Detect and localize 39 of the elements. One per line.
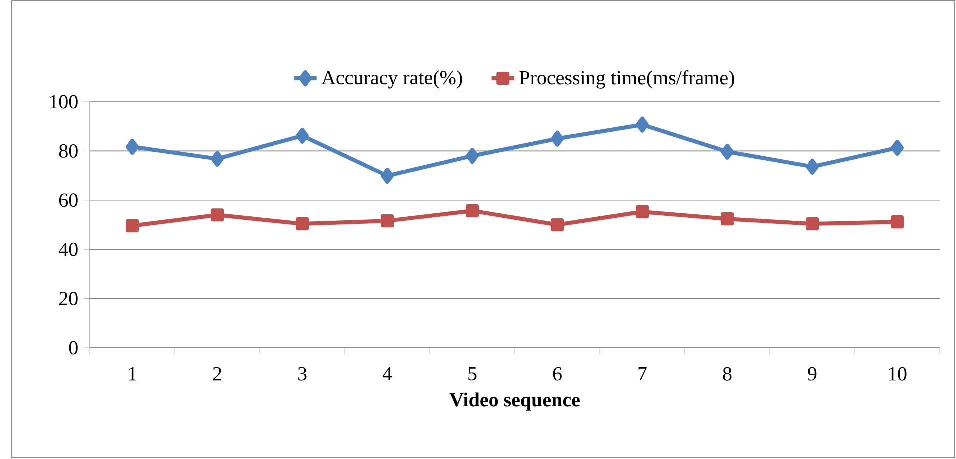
point [126, 219, 140, 233]
point [806, 158, 819, 175]
point [466, 148, 479, 164]
legend-label: Accuracy rate(%) [322, 70, 462, 89]
point [211, 151, 224, 168]
x-tick-label: 6 [553, 367, 562, 381]
point [636, 116, 650, 133]
point [890, 216, 904, 229]
legend-label: Processing time(ms/frame) [520, 70, 734, 89]
point [380, 214, 394, 228]
point [126, 139, 140, 156]
x-tick-label: 5 [468, 367, 477, 381]
y-tick-label: 40 [59, 242, 78, 256]
x-tick-label: 8 [723, 367, 732, 381]
point [466, 204, 480, 218]
x-tick-label: 2 [213, 367, 222, 381]
y-tick-label: 0 [69, 341, 78, 355]
y-tick-label: 20 [60, 292, 78, 306]
point [891, 140, 904, 156]
point [210, 208, 224, 222]
x-tick-label: 4 [382, 367, 392, 381]
y-tick-label: 80 [59, 144, 78, 158]
x-tick-label: 9 [808, 367, 817, 381]
point [296, 128, 310, 144]
point [721, 144, 734, 160]
point [636, 205, 650, 218]
point [381, 168, 394, 184]
x-tick-label: 10 [889, 367, 907, 381]
point [550, 218, 564, 232]
point [806, 217, 820, 231]
x-tick-label: 3 [298, 367, 307, 381]
point [296, 217, 310, 231]
x-tick-label: 7 [638, 367, 647, 380]
point [720, 212, 734, 226]
y-tick-label: 100 [50, 95, 78, 109]
y-tick-label: 60 [59, 194, 78, 208]
x-axis-title: Video sequence [450, 392, 580, 411]
point [551, 130, 564, 147]
x-tick-label: 1 [129, 367, 136, 381]
